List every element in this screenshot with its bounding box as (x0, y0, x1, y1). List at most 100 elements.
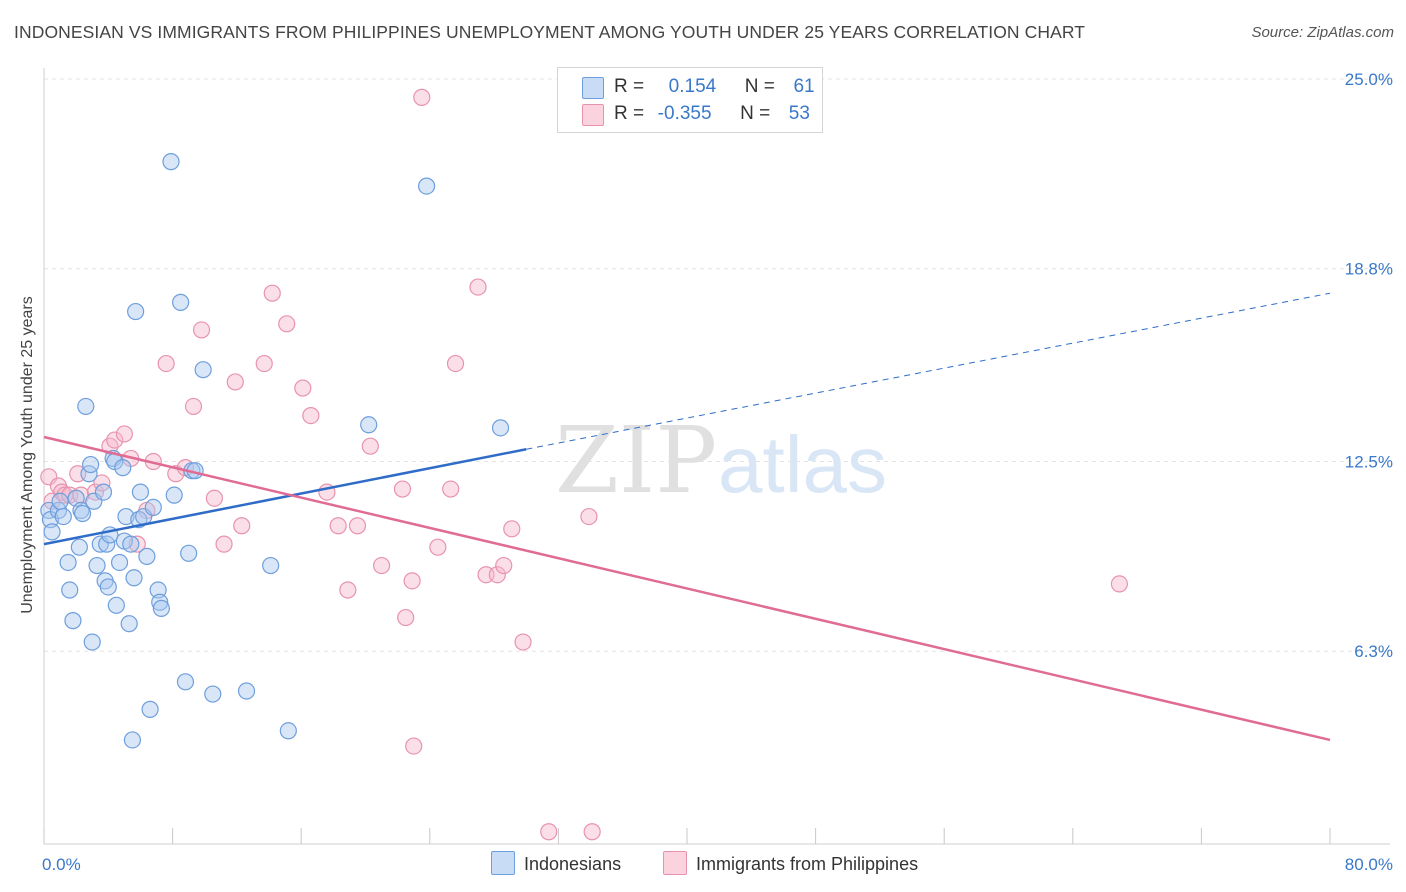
indonesians-point (151, 593, 169, 611)
y-tick-labels: 6.3% 12.5% 18.8% 25.0% (1345, 70, 1393, 661)
source-label: Source: ZipAtlas.com (1251, 24, 1394, 41)
philippines-point (495, 556, 513, 575)
indonesians-point (262, 556, 280, 575)
legend-swatch-blue (582, 77, 604, 99)
gridlines (44, 78, 1390, 652)
philippines-point (393, 480, 412, 498)
philippines-point (488, 566, 506, 584)
indonesians-point (417, 177, 436, 195)
indonesians-point (54, 507, 72, 526)
legend-n-value: 53 (788, 103, 810, 124)
philippines-point (106, 431, 124, 449)
indonesians-point (491, 419, 510, 437)
indonesians-point (237, 682, 256, 700)
y-tick-label: 25.0% (1345, 70, 1393, 89)
legend-r-value: -0.355 (657, 103, 712, 124)
y-tick-label: 18.8% (1345, 260, 1393, 279)
indonesians-point (77, 397, 95, 416)
philippines-point (226, 373, 244, 391)
indonesians-point (360, 416, 378, 434)
indonesians-point (144, 498, 162, 516)
philippines-point (192, 321, 211, 339)
philippines-point (469, 278, 487, 296)
axes (43, 68, 1390, 845)
philippines-point (255, 354, 273, 373)
indonesians-point (94, 483, 113, 501)
legend-r-label: R = (614, 103, 645, 124)
philippines-point (205, 489, 223, 507)
philippines-point (215, 535, 233, 553)
philippines-trendline (43, 435, 1331, 742)
indonesians-point (64, 612, 82, 630)
philippines-point (233, 517, 251, 535)
x-tick-labels: 0.0% 80.0% (42, 855, 1393, 874)
philippines-point (405, 737, 423, 755)
philippines-point (403, 572, 421, 590)
bottom-legend-label: Indonesians (524, 854, 622, 874)
indonesians-point (176, 673, 195, 691)
philippines-point (184, 397, 203, 416)
y-tick-label: 12.5% (1345, 453, 1393, 472)
indonesians-point (138, 547, 156, 565)
philippines-point (361, 437, 379, 455)
philippines-point (339, 581, 357, 599)
philippines-point (1110, 575, 1129, 593)
bottom-legend-label: Immigrants from Philippines (696, 854, 919, 874)
philippines-point (294, 379, 312, 397)
philippines-point (442, 480, 460, 498)
watermark: ZIP atlas (555, 407, 887, 514)
indonesians-point (162, 153, 180, 171)
x-tick-label: 0.0% (42, 855, 81, 874)
watermark-atlas: atlas (718, 420, 887, 509)
indonesians-point (125, 569, 143, 587)
indonesians-point (127, 302, 145, 321)
philippines-point (583, 823, 601, 841)
philippines-point (397, 608, 415, 627)
indonesians-point (172, 293, 190, 311)
philippines-point (278, 315, 296, 333)
philippines-point (329, 517, 347, 535)
philippines-point (372, 556, 391, 575)
philippines-point (348, 517, 367, 535)
indonesians-point (194, 361, 212, 379)
indonesians-point (141, 700, 159, 718)
philippines-point (429, 538, 447, 556)
philippines-point (446, 354, 465, 373)
indonesians-point (120, 615, 138, 633)
indonesians-point (131, 483, 150, 501)
philippines-point (580, 507, 598, 526)
indonesians-point (88, 556, 106, 575)
legend-n-value: 61 (793, 76, 815, 97)
indonesians-point (83, 633, 101, 651)
philippines-point (128, 535, 146, 553)
philippines-point (413, 88, 431, 106)
trendlines (43, 292, 1331, 742)
philippines-point (514, 633, 532, 651)
indonesians-trendline-extension (526, 292, 1331, 450)
legend-n-label: N = (740, 103, 771, 124)
indonesians-point (114, 459, 132, 477)
legend-swatch-pink (582, 104, 604, 126)
philippines-point (503, 520, 521, 538)
legend-n-label: N = (744, 76, 775, 97)
correlation-legend: R = 0.154 N = 61 R = -0.355 N = 53 (557, 67, 823, 133)
indonesians-point (107, 596, 125, 614)
bottom-legend-swatch-blue (491, 851, 515, 875)
indonesians-point (180, 544, 198, 562)
indonesians-point (110, 553, 129, 572)
indonesians-trendline (43, 448, 527, 546)
indonesians-point (82, 455, 100, 474)
indonesians-point (165, 486, 183, 504)
indonesians-point (123, 731, 142, 749)
indonesians-point (98, 535, 116, 553)
indonesians-point (117, 507, 135, 526)
indonesians-point (59, 553, 77, 572)
legend-r-value: 0.154 (668, 76, 717, 97)
indonesians-point (70, 538, 88, 556)
indonesians-point (99, 578, 117, 596)
x-tick-label: 80.0% (1345, 855, 1393, 874)
legend-r-label: R = (614, 76, 645, 97)
indonesians-point (73, 504, 92, 523)
indonesians-point (43, 523, 61, 541)
bottom-legend-swatch-pink (663, 851, 687, 875)
